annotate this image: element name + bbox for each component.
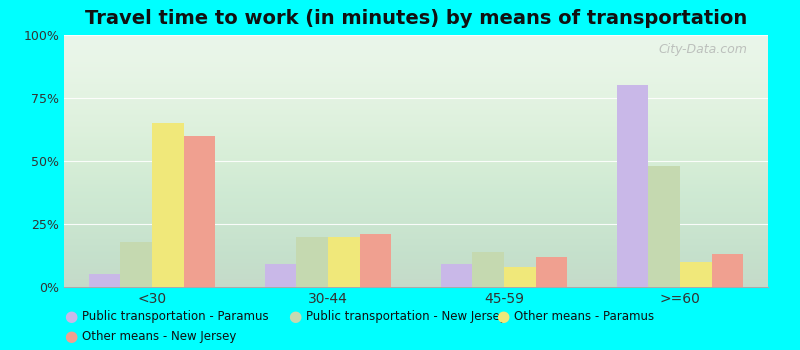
Bar bbox=[472, 252, 504, 287]
Text: ●: ● bbox=[64, 309, 78, 324]
Bar bbox=[328, 237, 360, 287]
Text: City-Data.com: City-Data.com bbox=[658, 43, 747, 56]
Text: ●: ● bbox=[288, 309, 302, 324]
Bar bbox=[504, 267, 536, 287]
Text: ●: ● bbox=[496, 309, 510, 324]
Bar bbox=[184, 136, 215, 287]
Bar bbox=[296, 237, 328, 287]
Bar bbox=[89, 274, 120, 287]
Bar bbox=[265, 264, 296, 287]
Bar bbox=[441, 264, 472, 287]
Bar bbox=[152, 123, 184, 287]
Text: Other means - New Jersey: Other means - New Jersey bbox=[82, 330, 236, 343]
Text: Public transportation - New Jersey: Public transportation - New Jersey bbox=[306, 310, 506, 323]
Bar bbox=[648, 166, 680, 287]
Text: ●: ● bbox=[64, 329, 78, 344]
Text: Other means - Paramus: Other means - Paramus bbox=[514, 310, 654, 323]
Bar bbox=[712, 254, 743, 287]
Text: Public transportation - Paramus: Public transportation - Paramus bbox=[82, 310, 268, 323]
Bar bbox=[120, 241, 152, 287]
Title: Travel time to work (in minutes) by means of transportation: Travel time to work (in minutes) by mean… bbox=[85, 9, 747, 28]
Bar bbox=[617, 85, 648, 287]
Bar bbox=[536, 257, 567, 287]
Bar bbox=[360, 234, 391, 287]
Bar bbox=[680, 262, 712, 287]
